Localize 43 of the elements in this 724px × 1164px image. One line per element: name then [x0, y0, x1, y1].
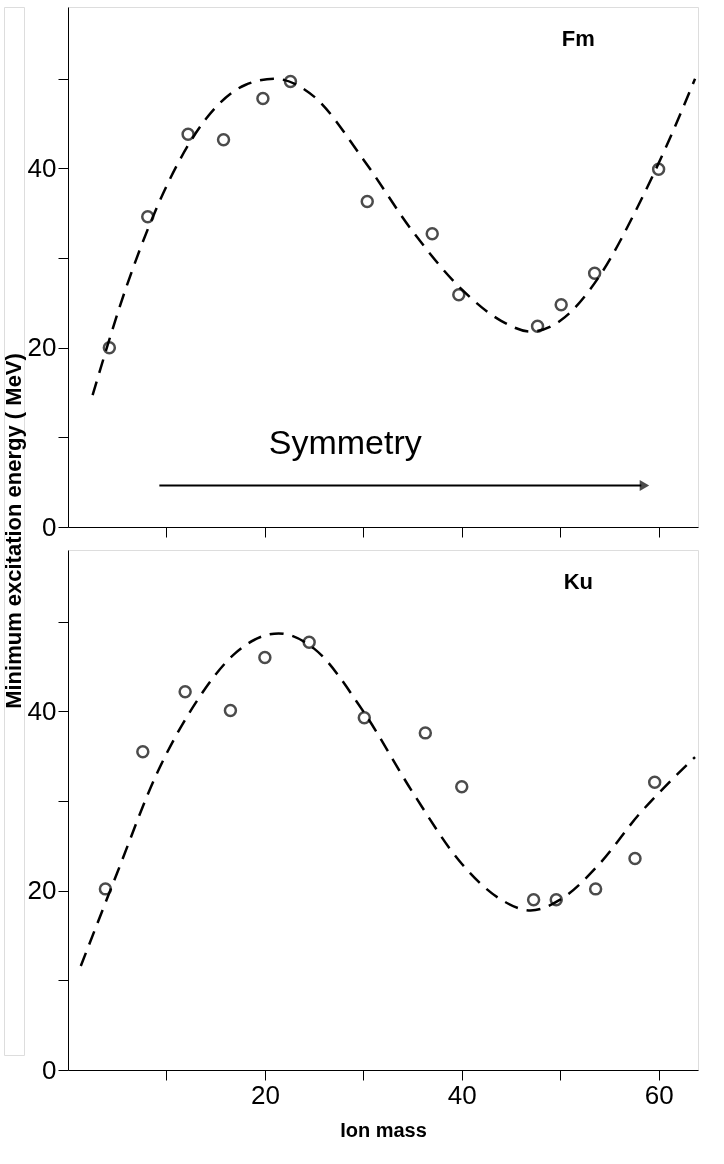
point [360, 194, 374, 209]
point [178, 684, 192, 699]
x-tick-label: 20 [250, 1079, 280, 1110]
text: Ku [563, 569, 593, 594]
point [647, 775, 662, 789]
point [136, 745, 150, 759]
x-tick-label: 60 [644, 1079, 674, 1110]
point [302, 635, 316, 650]
point [141, 210, 155, 224]
point [283, 74, 298, 89]
point [223, 703, 238, 718]
point [452, 288, 466, 302]
y-tick-label: 40 [27, 152, 57, 183]
point [256, 91, 270, 106]
point [425, 227, 439, 241]
point [526, 892, 541, 907]
point [628, 851, 642, 866]
point [549, 892, 563, 907]
point [530, 319, 545, 333]
point [587, 266, 602, 280]
point [181, 127, 195, 142]
line-series [79, 632, 697, 968]
point [357, 710, 372, 725]
y-tick-label: 40 [27, 695, 57, 726]
point [554, 297, 568, 312]
point [216, 132, 231, 147]
y-axis-title: Minimum excitation energy ( MeV) [1, 353, 26, 709]
point [258, 650, 272, 665]
y-tick-label: 0 [42, 1054, 57, 1085]
point [455, 779, 469, 794]
annotation: Symmetry [268, 422, 422, 461]
y-tick-label: 0 [42, 511, 57, 542]
y-tick-label: 20 [27, 332, 57, 363]
x-axis-title: Ion mass [340, 1118, 427, 1141]
text: Fm [561, 26, 595, 51]
point [102, 340, 117, 355]
x-tick-label: 40 [447, 1079, 477, 1110]
point [588, 882, 603, 896]
y-tick-label: 20 [27, 875, 57, 906]
point [651, 162, 666, 176]
line-series [91, 77, 697, 397]
point [418, 726, 433, 740]
point [98, 882, 113, 896]
